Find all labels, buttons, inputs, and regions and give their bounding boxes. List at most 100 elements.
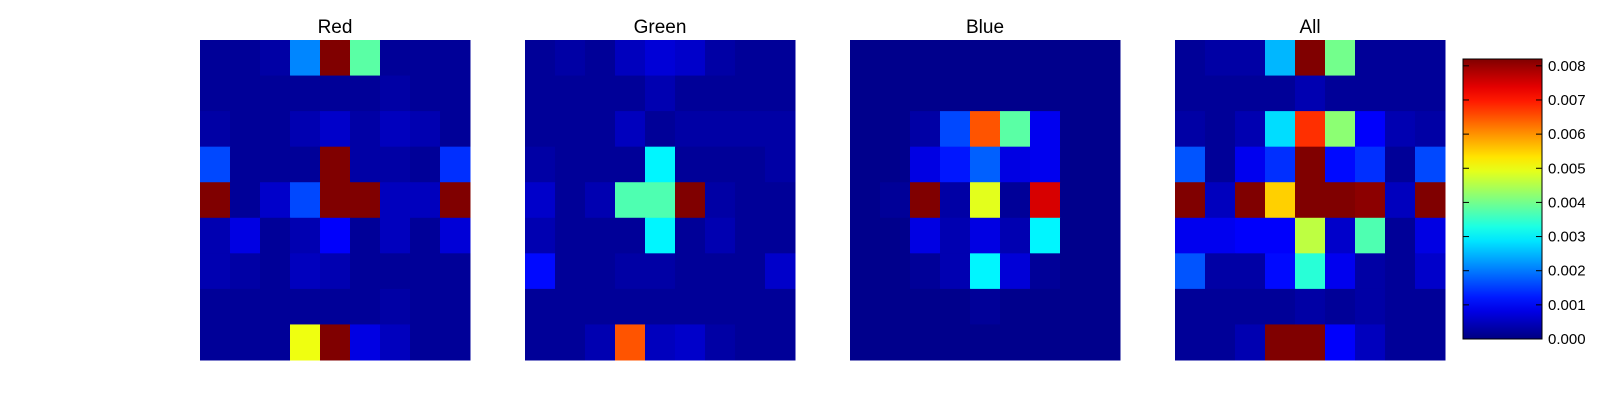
heatmap-cell [1295,75,1326,112]
heatmap-cell [940,217,971,254]
heatmap-cell [290,253,321,290]
heatmap-cell [200,75,231,112]
heatmap-cell [1060,75,1091,112]
heatmap-cell [1235,182,1266,219]
heatmap-cell [910,253,941,290]
heatmap-cell [645,288,676,325]
heatmap-cell [380,182,411,219]
heatmap-cell [585,75,616,112]
colorbar-tick-label: 0.007 [1548,92,1586,109]
heatmap-cell [1030,111,1061,148]
heatmap-cell [1000,253,1031,290]
heatmap-cell [1415,288,1446,325]
heatmap-cell [1265,324,1296,361]
heatmap-cell [1060,182,1091,219]
heatmap-cell [1000,217,1031,254]
heatmap-cell [350,111,381,148]
heatmap-cell [440,217,471,254]
heatmap-cell [1295,40,1326,77]
heatmap-cell [1235,40,1266,77]
heatmap-cell [320,324,351,361]
heatmap-cell [350,182,381,219]
heatmap-cell [200,217,231,254]
colorbar-tick-label: 0.006 [1548,126,1586,143]
heatmap-cell [880,288,911,325]
colorbar-tick-label: 0.002 [1548,263,1586,280]
heatmap-cell [410,40,441,77]
heatmap-cell [705,324,736,361]
heatmap-cell [880,146,911,183]
heatmap-cell [1295,253,1326,290]
heatmap-cell [260,217,291,254]
heatmap-cell [970,217,1001,254]
heatmap-cell [1355,75,1386,112]
heatmap-cell [1205,217,1236,254]
heatmap-cell [1030,253,1061,290]
heatmap-panel-all: All [1175,17,1446,361]
heatmap-cell [1265,253,1296,290]
heatmap-cell [675,324,706,361]
heatmap-cell [200,111,231,148]
heatmap-cell [1265,146,1296,183]
heatmap-cell [585,324,616,361]
heatmap-cell [1385,75,1416,112]
heatmap-cell [1090,217,1121,254]
heatmap-cell [940,111,971,148]
heatmap-cell [1265,217,1296,254]
heatmap-cell [555,253,586,290]
colorbar: 0.000 0.001 0.002 0.003 0.004 0.005 0.006 0.007… [1462,58,1586,348]
heatmap-cell [290,75,321,112]
heatmap-cell [585,146,616,183]
heatmap-cell [1000,111,1031,148]
heatmap-cell [1030,217,1061,254]
heatmap-cell [380,324,411,361]
heatmap-cell [440,182,471,219]
panel-title: Green [634,17,687,38]
heatmap-cell [880,253,911,290]
heatmap-cell [615,182,646,219]
heatmap-cell [260,75,291,112]
heatmap-cell [525,288,556,325]
heatmap-cell [585,253,616,290]
heatmap-cell [705,217,736,254]
heatmap-cell [260,40,291,77]
colorbar-tick-label: 0.004 [1548,194,1586,211]
heatmap-cell [1415,217,1446,254]
heatmap-cell [555,111,586,148]
heatmap-cell [1325,40,1356,77]
heatmap-cell [1355,40,1386,77]
heatmap-cell [1265,75,1296,112]
heatmap-cell [555,288,586,325]
heatmap-cell [1235,324,1266,361]
heatmap-cell [290,146,321,183]
heatmap-cell [910,217,941,254]
heatmap-cell [230,182,261,219]
heatmap-cell [230,253,261,290]
heatmap-cell [910,288,941,325]
heatmap-cell [1385,288,1416,325]
heatmap-cell [555,182,586,219]
heatmap-cell [1295,288,1326,325]
heatmap-cell [1000,146,1031,183]
heatmap-cell [1265,40,1296,77]
heatmap-cell [350,288,381,325]
heatmap-cell [1060,40,1091,77]
heatmap-cell [675,288,706,325]
heatmap-cell [440,75,471,112]
heatmap-cell [1325,324,1356,361]
heatmap-cell [615,146,646,183]
heatmap-cell [645,253,676,290]
heatmap-cell [735,288,766,325]
heatmap-cell [1205,288,1236,325]
heatmap-cell [1265,182,1296,219]
heatmap-cell [1030,146,1061,183]
heatmap-cell [260,182,291,219]
heatmap-cell [1355,111,1386,148]
heatmap-cell [410,182,441,219]
heatmap-cell [850,75,881,112]
heatmap-cell [735,146,766,183]
heatmap-cell [645,182,676,219]
heatmap-cell [880,182,911,219]
heatmap-cell [290,182,321,219]
heatmap-cell [525,217,556,254]
